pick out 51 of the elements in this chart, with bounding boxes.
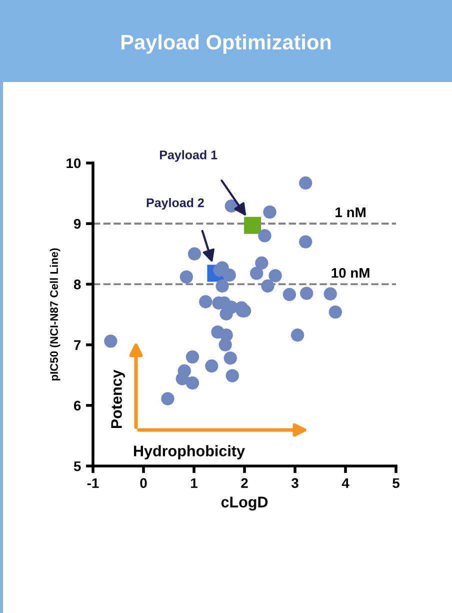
y-axis-title: pIC50 (NCI-N87 Cell Line) — [50, 248, 60, 380]
point — [104, 334, 118, 348]
point — [261, 279, 274, 293]
point — [244, 216, 262, 234]
point — [258, 229, 272, 242]
x-tick-label: 1 — [191, 478, 198, 488]
y-tick-label: 8 — [74, 280, 81, 290]
y-tick-label: 10 — [66, 158, 81, 168]
point — [290, 328, 304, 342]
x-tick-label: 5 — [392, 478, 400, 488]
point — [250, 266, 264, 280]
annotation: Payload 2 — [146, 198, 204, 210]
point — [180, 270, 194, 284]
annotation: Hydrophobicity — [134, 445, 245, 460]
point — [188, 247, 202, 260]
ref-line-label: 10 nM — [332, 268, 370, 278]
point — [226, 369, 239, 382]
point — [161, 392, 174, 406]
point — [282, 288, 296, 302]
point — [220, 307, 233, 320]
point — [218, 338, 232, 352]
point — [268, 269, 282, 282]
x-tick-label: 0 — [140, 478, 147, 488]
point — [299, 235, 312, 248]
chart-title: Payload Optimization — [121, 34, 331, 54]
point — [224, 352, 237, 365]
point — [300, 286, 314, 300]
point — [263, 206, 276, 219]
x-tick-label: 3 — [291, 478, 298, 488]
point — [186, 350, 200, 364]
y-tick-label: 9 — [74, 218, 81, 229]
x-axis-title: cLogD — [221, 496, 268, 511]
point — [328, 305, 342, 319]
text: Payload 1 — [160, 150, 218, 162]
ref-line-label: 1 nM — [336, 208, 366, 218]
point — [299, 176, 312, 190]
point — [186, 376, 200, 390]
point — [222, 268, 236, 282]
point — [199, 295, 212, 308]
y-tick-label: 5 — [74, 461, 81, 472]
point — [176, 372, 189, 386]
x-tick-label: 4 — [342, 478, 350, 488]
x-tick-label: -1 — [87, 478, 99, 488]
x-tick-label: 2 — [241, 478, 248, 488]
point — [255, 256, 268, 270]
point — [205, 359, 218, 373]
point — [324, 287, 337, 300]
annotation: Potency — [111, 370, 125, 428]
y-tick-label: 7 — [74, 340, 81, 350]
point — [216, 279, 229, 293]
y-tick-label: 6 — [74, 400, 81, 411]
